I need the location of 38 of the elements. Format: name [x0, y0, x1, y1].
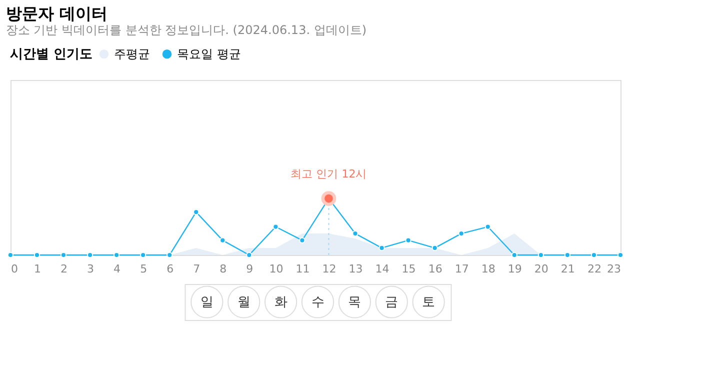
- text: 월: [237, 295, 250, 310]
- x-tick-label: 23: [606, 262, 621, 276]
- x-tick-label: 2: [60, 262, 68, 276]
- text: 금: [385, 295, 398, 310]
- x-tick-label: 19: [508, 262, 522, 276]
- x-tick-label: 16: [428, 262, 442, 276]
- text: 수: [311, 295, 324, 310]
- legend-label: 주평균: [114, 47, 150, 62]
- x-tick-label: 21: [560, 262, 575, 276]
- x-tick-label: 22: [587, 262, 602, 276]
- annotation: 최고 인기 12시: [290, 168, 367, 181]
- text: 일: [200, 295, 214, 310]
- x-tick-label: 4: [114, 262, 121, 276]
- x-tick-label: 0: [10, 262, 18, 276]
- x-tick-label: 3: [87, 262, 94, 276]
- x-tick-label: 8: [220, 262, 227, 276]
- x-tick-label: 17: [454, 262, 469, 276]
- point: [299, 237, 306, 244]
- x-tick-label: 13: [348, 262, 363, 276]
- text: 화: [274, 295, 288, 310]
- x-tick-label: 14: [375, 262, 390, 276]
- legend-label: 목요일 평균: [177, 47, 241, 62]
- text: 토: [422, 295, 436, 310]
- x-tick-label: 12: [322, 262, 336, 276]
- x-tick-label: 11: [296, 262, 310, 276]
- x-tick-label: 10: [269, 262, 284, 276]
- x-tick-label: 1: [34, 262, 41, 276]
- x-tick-label: 20: [534, 262, 548, 276]
- legend-title: 시간별 인기도: [10, 47, 93, 62]
- chart-subtitle: 장소 기반 빅데이터를 분석한 정보입니다. (2024.06.13. 업데이트): [6, 23, 367, 37]
- x-tick-label: 6: [166, 262, 174, 276]
- x-tick-label: 18: [481, 262, 496, 276]
- x-tick-label: 9: [246, 262, 254, 276]
- text: 목: [348, 295, 362, 310]
- x-tick-label: 15: [402, 262, 416, 276]
- x-tick-label: 5: [140, 262, 148, 276]
- chart-title: 방문자 데이터: [6, 4, 108, 23]
- x-tick-label: 7: [193, 262, 200, 276]
